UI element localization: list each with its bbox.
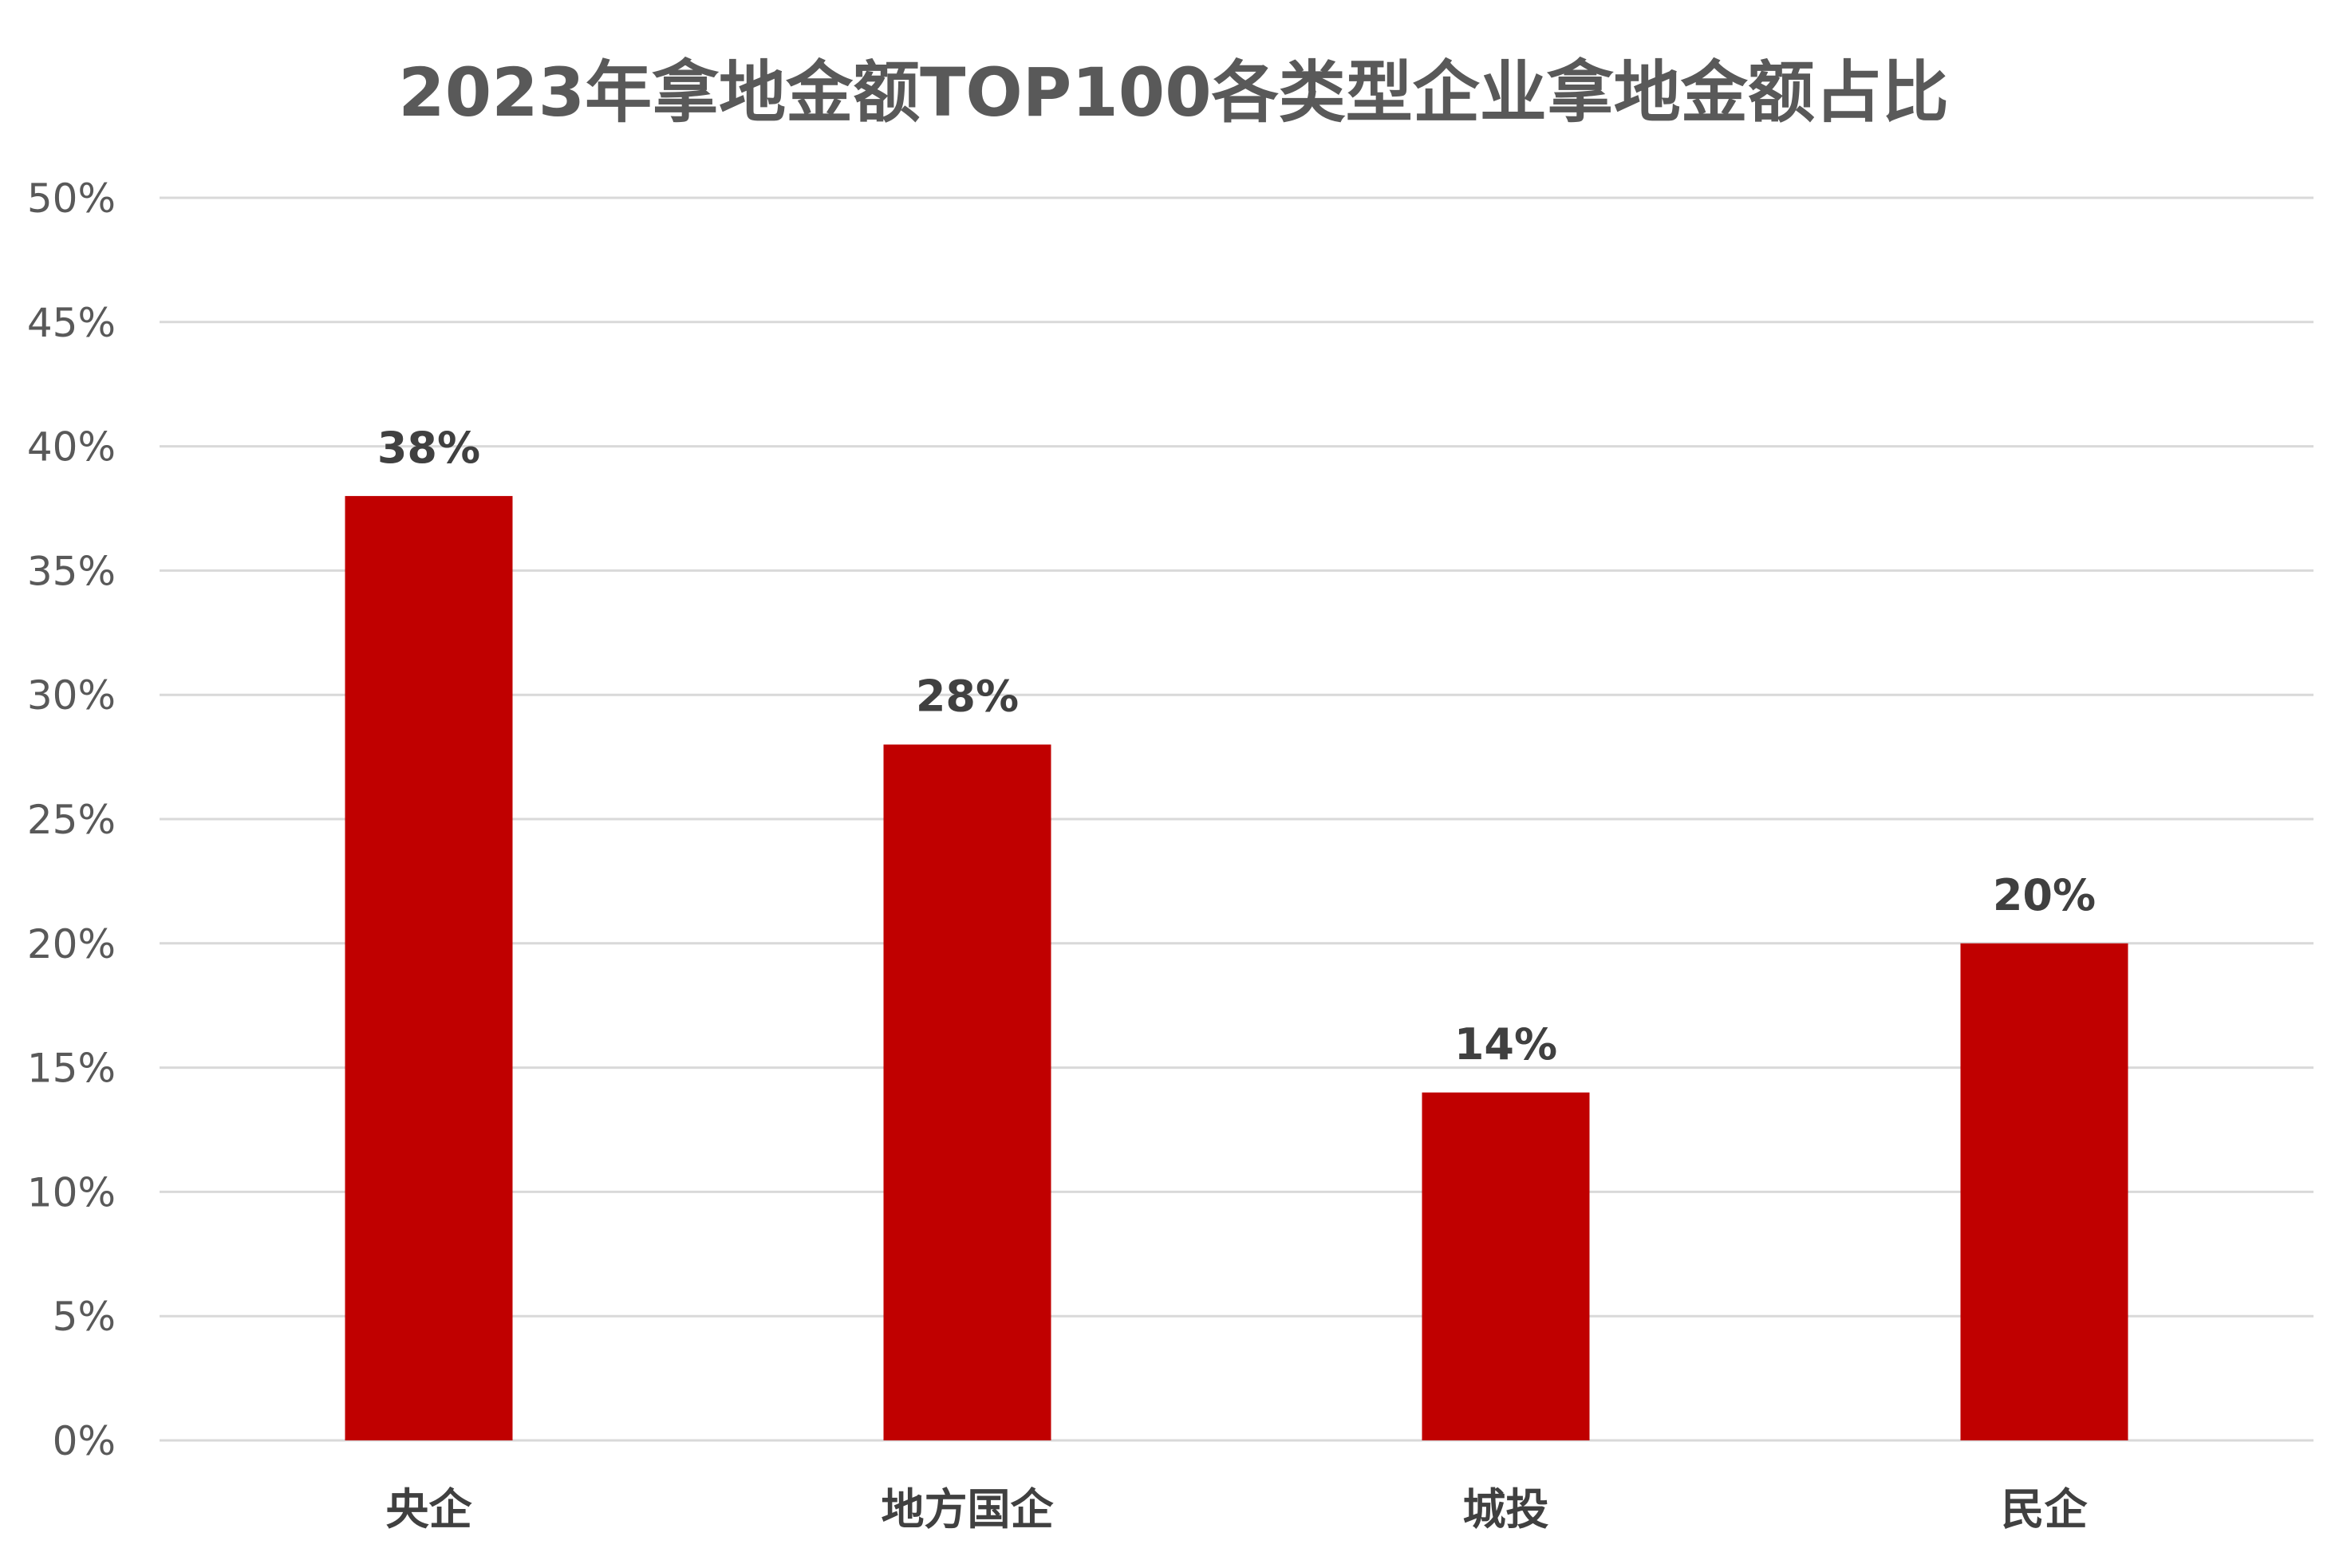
data-label: 38% — [377, 423, 480, 473]
y-tick-label: 40% — [27, 424, 116, 471]
y-tick-label: 10% — [27, 1169, 116, 1215]
y-tick-label: 5% — [53, 1294, 116, 1340]
bars — [345, 495, 2128, 1441]
chart-title: 2023年拿地金额TOP100各类型企业拿地金额占比 — [398, 53, 1948, 132]
x-tick-label: 地方国企 — [882, 1484, 1055, 1535]
y-tick-label: 30% — [27, 672, 116, 719]
y-axis-ticks: 0% 5% 10% 15% 20% 25% 30% 35% 40% 45% 50% — [27, 175, 116, 1464]
bar-2 — [883, 744, 1051, 1440]
bar-1 — [345, 495, 513, 1441]
y-tick-label: 20% — [27, 921, 116, 967]
data-label: 14% — [1454, 1019, 1557, 1070]
y-tick-label: 15% — [27, 1046, 116, 1092]
y-tick-label: 35% — [27, 548, 116, 594]
data-label: 20% — [1993, 870, 2096, 920]
data-label: 28% — [916, 672, 1019, 722]
x-tick-label: 央企 — [386, 1484, 473, 1535]
gridlines — [160, 196, 2313, 1442]
y-tick-label: 25% — [27, 797, 116, 843]
y-tick-label: 45% — [27, 300, 116, 346]
y-tick-label: 50% — [27, 175, 116, 222]
x-tick-label: 民企 — [2002, 1484, 2089, 1535]
data-labels: 38% 28% 14% 20% — [377, 423, 2096, 1070]
x-axis-ticks: 央企 地方国企 城投 民企 — [386, 1484, 2089, 1535]
y-tick-label: 0% — [53, 1418, 116, 1464]
bar-3 — [1422, 1092, 1590, 1440]
bar-4 — [1960, 943, 2128, 1440]
x-tick-label: 城投 — [1463, 1484, 1549, 1535]
